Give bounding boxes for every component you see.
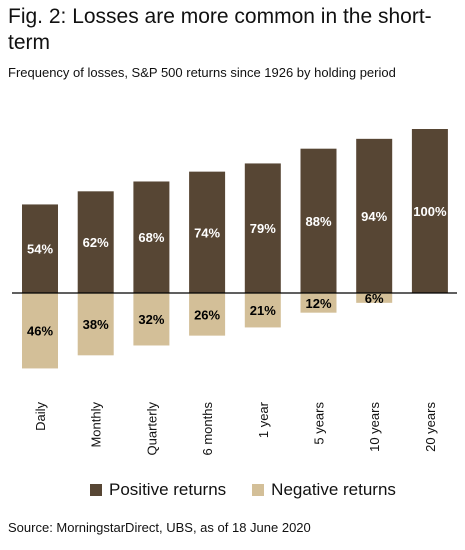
chart-title: Fig. 2: Losses are more common in the sh… <box>8 5 432 54</box>
bar-negative-1-year <box>244 293 281 328</box>
data-label-negative-daily: 46% <box>27 324 53 339</box>
bar-positive-daily <box>22 204 58 293</box>
bar-positive-10-years <box>356 138 393 293</box>
data-label-positive-monthly: 62% <box>83 235 109 250</box>
data-label-positive-10-years: 94% <box>361 209 387 224</box>
data-label-negative-10-years: 6% <box>365 291 384 306</box>
bar-negative-6-months <box>189 293 226 336</box>
data-label-negative-1-year: 21% <box>250 303 276 318</box>
bar-chart: 54% 46% Daily 62% 38% Monthly 68% 32% Quarterly 7… <box>12 129 457 456</box>
legend-item-positive: Positive returns <box>90 480 226 500</box>
tick-label-quarterly: Quarterly <box>144 402 159 456</box>
data-label-negative-6-months: 26% <box>194 307 220 322</box>
tick-label-monthly: Monthly <box>89 402 104 448</box>
data-label-positive-daily: 54% <box>27 242 53 257</box>
tick-label-5-years: 5 years <box>312 402 327 445</box>
bar-negative-monthly <box>77 293 114 356</box>
legend-swatch-positive <box>90 484 102 496</box>
bar-negative-daily <box>22 293 58 369</box>
bar-positive-20-years <box>411 129 448 293</box>
bar-negative-quarterly <box>133 293 170 346</box>
bar-positive-monthly <box>77 191 114 293</box>
bar-positive-quarterly <box>133 181 170 293</box>
tick-label-daily: Daily <box>33 402 48 431</box>
legend-label-positive: Positive returns <box>109 480 227 499</box>
bar-positive-6-months <box>189 171 226 293</box>
data-label-negative-quarterly: 32% <box>138 312 164 327</box>
source-note: Source: MorningstarDirect, UBS, as of 18… <box>8 520 311 535</box>
data-label-positive-5-years: 88% <box>305 214 331 229</box>
bar-positive-5-years <box>300 148 337 293</box>
tick-label-6-months: 6 months <box>200 402 215 456</box>
tick-label-1-year: 1 year <box>256 401 271 438</box>
data-label-negative-monthly: 38% <box>83 317 109 332</box>
legend-swatch-negative <box>252 484 265 496</box>
tick-label-20-years: 20 years <box>423 402 438 452</box>
bar-positive-1-year <box>244 163 281 293</box>
bar-negative-10-years <box>356 293 393 303</box>
bar-negative-5-years <box>300 293 337 313</box>
data-label-positive-6-months: 74% <box>194 225 220 240</box>
chart-subtitle: Frequency of losses, S&P 500 returns sin… <box>8 65 396 80</box>
legend: Positive returns Negative returns <box>90 480 422 500</box>
legend-item-negative: Negative returns <box>252 480 396 500</box>
tick-label-10-years: 10 years <box>367 402 382 452</box>
data-label-positive-1-year: 79% <box>250 221 276 236</box>
legend-label-negative: Negative returns <box>271 480 396 499</box>
data-label-positive-20-years: 100% <box>413 204 447 219</box>
data-label-positive-quarterly: 68% <box>138 230 164 245</box>
data-label-negative-5-years: 12% <box>305 296 331 311</box>
